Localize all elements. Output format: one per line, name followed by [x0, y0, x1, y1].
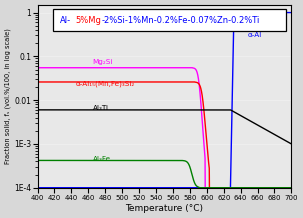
Text: α-Al₁₅(Mn,Fe)₃Si₂: α-Al₁₅(Mn,Fe)₃Si₂	[75, 80, 135, 87]
Text: Al-: Al-	[60, 16, 72, 25]
Text: 5%Mg: 5%Mg	[75, 16, 101, 25]
Text: -2%Si-1%Mn-0.2%Fe-0.07%Zn-0.2%Ti: -2%Si-1%Mn-0.2%Fe-0.07%Zn-0.2%Ti	[102, 16, 260, 25]
Y-axis label: Fraction solid, fₛ (vol.%/100, in log scale): Fraction solid, fₛ (vol.%/100, in log sc…	[5, 28, 11, 164]
Text: Al₃Fe: Al₃Fe	[92, 156, 111, 162]
Text: α-Al: α-Al	[247, 32, 261, 38]
FancyBboxPatch shape	[53, 9, 286, 31]
Text: Mg₂Si: Mg₂Si	[92, 59, 113, 65]
Text: Al₃Ti: Al₃Ti	[92, 105, 108, 111]
X-axis label: Temperature (°C): Temperature (°C)	[125, 204, 203, 213]
